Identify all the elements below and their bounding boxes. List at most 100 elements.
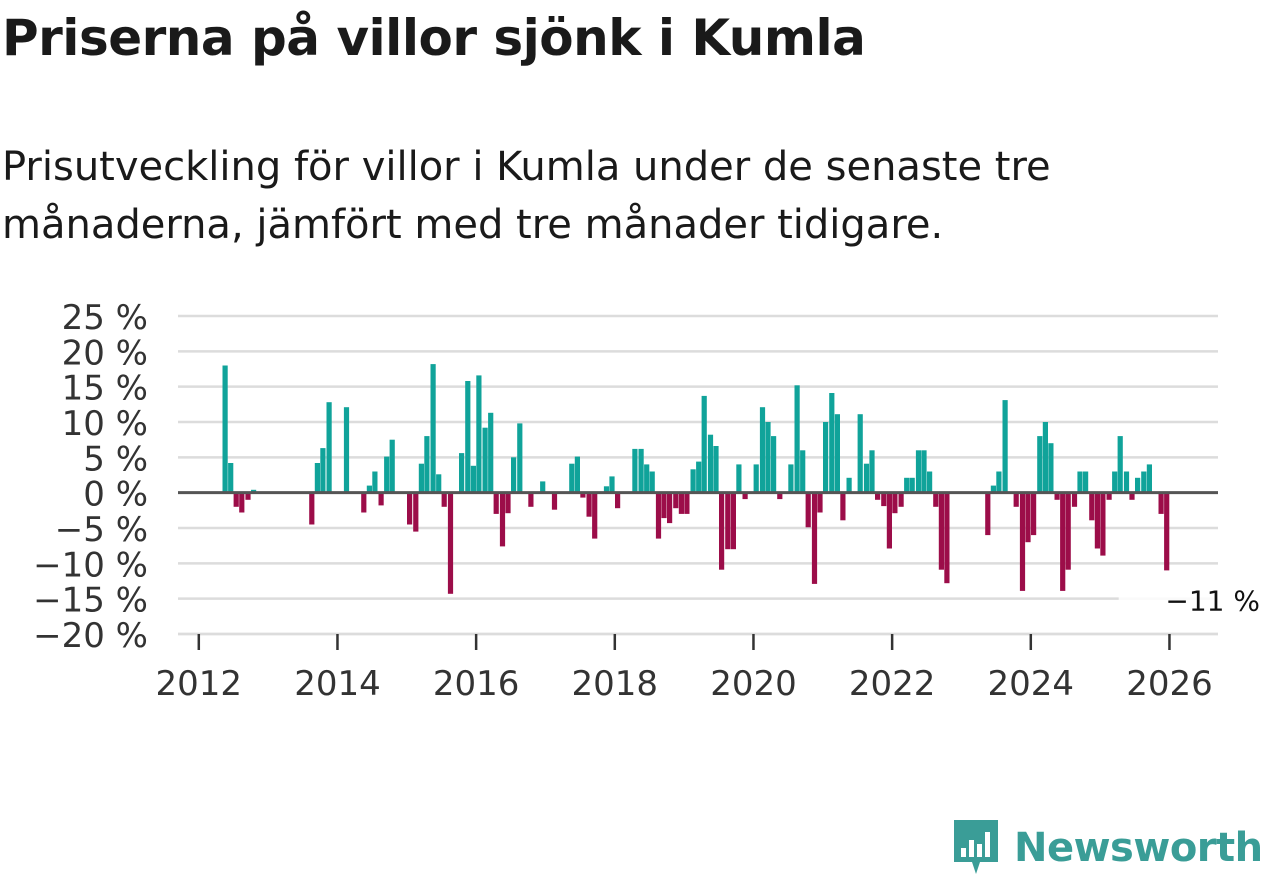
bar xyxy=(1112,471,1118,493)
bar xyxy=(661,492,667,519)
bar xyxy=(511,457,517,493)
bar xyxy=(592,492,598,539)
bar xyxy=(366,485,372,493)
bar xyxy=(1141,471,1147,493)
bar xyxy=(644,464,650,493)
bar xyxy=(771,436,777,493)
bar xyxy=(863,463,870,493)
bar xyxy=(1123,471,1130,493)
bar xyxy=(1071,492,1078,507)
bar xyxy=(1013,492,1019,507)
bar xyxy=(540,481,546,493)
annotation-label: −11 % xyxy=(1165,584,1260,617)
bar xyxy=(609,476,615,493)
chart-subtitle: Prisutveckling för villor i Kumla under … xyxy=(2,144,1051,248)
annotation-background xyxy=(1118,582,1219,619)
bar xyxy=(736,464,742,493)
bar xyxy=(800,450,806,493)
bar xyxy=(869,450,875,493)
bar xyxy=(898,492,904,507)
y-tick-label: 20 % xyxy=(62,333,148,373)
bar xyxy=(649,471,655,493)
y-tick-label: 10 % xyxy=(62,404,148,444)
bar xyxy=(834,414,840,493)
bar xyxy=(233,492,239,507)
bar xyxy=(933,492,939,507)
y-tick-label: 0 % xyxy=(83,475,148,515)
bar xyxy=(1037,436,1043,493)
bar xyxy=(1129,492,1135,500)
bar xyxy=(811,492,818,584)
bar xyxy=(678,492,684,514)
bar xyxy=(1065,492,1071,570)
bar xyxy=(309,492,315,525)
x-tick-label: 2024 xyxy=(988,664,1075,704)
bar xyxy=(245,492,251,500)
bar xyxy=(343,407,350,493)
bar xyxy=(1094,492,1100,549)
bar xyxy=(909,477,915,493)
bar xyxy=(465,381,471,493)
bar xyxy=(488,412,494,493)
bar xyxy=(569,463,575,493)
y-tick-label: −20 % xyxy=(33,616,148,656)
bar xyxy=(696,461,702,493)
bar xyxy=(990,485,996,493)
bar xyxy=(846,477,852,493)
bar xyxy=(384,456,390,493)
bar xyxy=(794,385,800,493)
bar xyxy=(921,450,927,493)
bar xyxy=(857,414,863,493)
bar xyxy=(742,492,748,500)
newsworthy-logo-text: Newsworthy xyxy=(1014,825,1262,871)
bar xyxy=(389,439,395,493)
bar xyxy=(875,492,881,500)
bar xyxy=(1117,436,1123,493)
bar xyxy=(1083,471,1089,493)
bar xyxy=(1158,492,1164,514)
y-tick-label: −15 % xyxy=(33,581,148,621)
bar xyxy=(823,422,829,493)
x-tick-label: 2016 xyxy=(433,664,520,704)
bar xyxy=(632,448,638,493)
bar xyxy=(459,453,465,493)
bar xyxy=(892,492,898,514)
bar xyxy=(777,492,783,500)
bar xyxy=(1135,477,1141,493)
bar xyxy=(927,471,933,493)
bar xyxy=(944,492,950,584)
bar xyxy=(378,492,384,506)
bar xyxy=(817,492,823,513)
bar xyxy=(707,434,714,493)
bar xyxy=(476,375,482,493)
y-tick-label: −5 % xyxy=(55,510,148,550)
bar xyxy=(1019,492,1026,591)
bar xyxy=(829,393,835,493)
x-tick-label: 2020 xyxy=(710,664,797,704)
bar xyxy=(673,492,679,509)
x-tick-label: 2022 xyxy=(849,664,936,704)
bar xyxy=(580,492,586,498)
bar xyxy=(1054,492,1060,500)
bar xyxy=(320,448,326,493)
bar xyxy=(413,492,419,532)
bar xyxy=(690,469,696,493)
bar xyxy=(361,492,367,513)
bar xyxy=(1025,492,1031,543)
bar xyxy=(1100,492,1106,556)
newsworthy-logo: Newsworthy xyxy=(950,818,1262,878)
bar xyxy=(701,395,707,493)
bar xyxy=(603,486,610,493)
bar xyxy=(441,492,447,507)
bar xyxy=(1048,443,1054,493)
y-axis-tick-labels: 25 %20 %15 %10 %5 %0 %−5 %−10 %−15 %−20 … xyxy=(33,298,148,656)
bar xyxy=(482,427,488,493)
bar xyxy=(505,492,511,514)
bar xyxy=(470,465,476,493)
bar xyxy=(840,492,846,521)
bar xyxy=(765,422,771,493)
bar xyxy=(1042,422,1048,493)
bar xyxy=(586,492,592,517)
bar xyxy=(314,463,320,493)
